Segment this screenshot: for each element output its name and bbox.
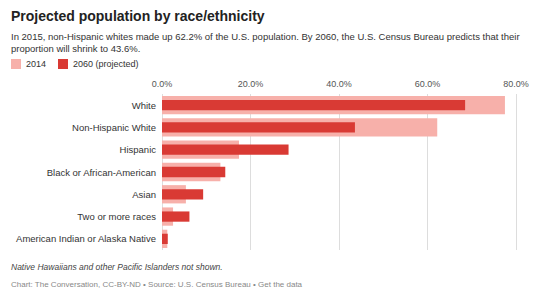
svg-text:60.0%: 60.0% [415, 79, 441, 89]
svg-text:80.0%: 80.0% [503, 79, 529, 89]
svg-text:Projected population by race/e: Projected population by race/ethnicity [11, 8, 265, 24]
svg-text:Hispanic: Hispanic [120, 144, 157, 155]
svg-text:Non-Hispanic White: Non-Hispanic White [72, 122, 156, 133]
svg-text:Two or more races: Two or more races [77, 211, 156, 222]
svg-text:American Indian or Alaska Nati: American Indian or Alaska Native [16, 233, 156, 244]
svg-text:2014: 2014 [26, 59, 46, 69]
svg-text:Chart: The Conversation, CC-BY: Chart: The Conversation, CC-BY-ND • Sour… [11, 280, 303, 289]
svg-text:proportion will shrink to 43.6: proportion will shrink to 43.6%. [11, 43, 140, 54]
svg-text:Black or African-American: Black or African-American [47, 167, 156, 178]
svg-text:Native Hawaiians and other Pac: Native Hawaiians and other Pacific Islan… [11, 262, 223, 272]
svg-text:40.0%: 40.0% [326, 79, 352, 89]
svg-text:2060 (projected): 2060 (projected) [73, 59, 139, 69]
svg-text:0.0%: 0.0% [152, 79, 173, 89]
svg-text:In 2015, non-Hispanic whites m: In 2015, non-Hispanic whites made up 62.… [11, 31, 522, 42]
svg-text:Asian: Asian [132, 189, 156, 200]
svg-text:20.0%: 20.0% [238, 79, 264, 89]
svg-text:White: White [132, 100, 156, 111]
